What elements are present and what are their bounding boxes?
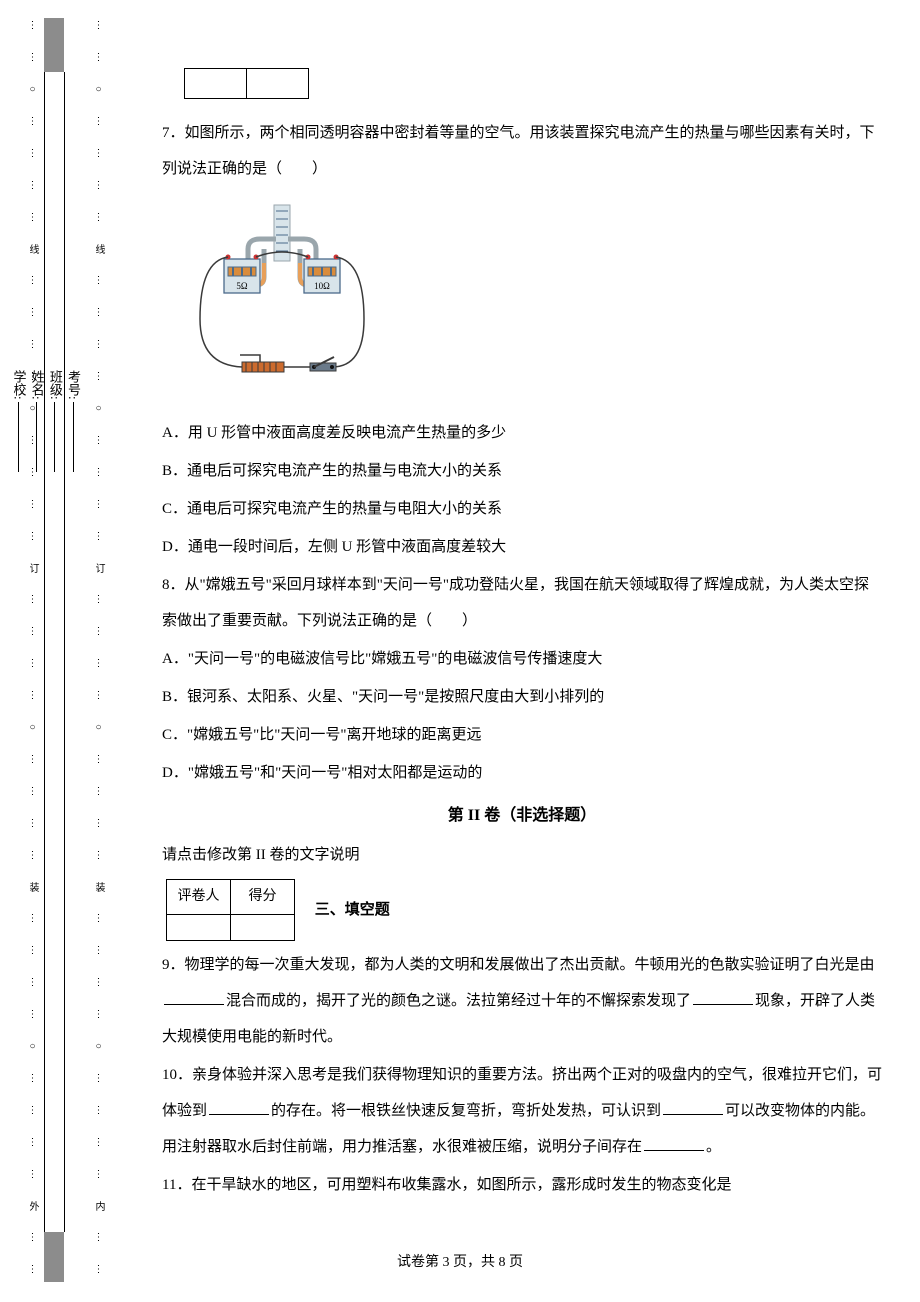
- binding-gutter: ⋮ ⋮ ○ ⋮ ⋮ ⋮ ⋮ 线 ⋮ ⋮ ⋮ ⋮ ○ ⋮ ⋮ ⋮ ⋮ 订 ⋮ ⋮ …: [0, 0, 115, 1302]
- score-table: 评卷人 得分: [166, 879, 295, 941]
- svg-text:10Ω: 10Ω: [314, 281, 330, 291]
- q7-option-b: B．通电后可探究电流产生的热量与电流大小的关系: [162, 453, 882, 489]
- class-label: 班级:: [48, 370, 63, 400]
- q10-text: 10．亲身体验并深入思考是我们获得物理知识的重要方法。挤出两个正对的吸盘内的空气…: [162, 1057, 882, 1165]
- section-2-title: 第 II 卷（非选择题）: [162, 797, 882, 835]
- q10-blank-3[interactable]: [644, 1136, 704, 1151]
- answer-box-q-prev: [184, 68, 309, 99]
- q11-stem: 11．在干旱缺水的地区，可用塑料布收集露水，如图所示，露形成时发生的物态变化是: [162, 1167, 882, 1203]
- q7-option-c: C．通电后可探究电流产生的热量与电阻大小的关系: [162, 491, 882, 527]
- q8-option-a: A．"天问一号"的电磁波信号比"嫦娥五号"的电磁波信号传播速度大: [162, 641, 882, 677]
- q10-part2: 的存在。将一根铁丝快速反复弯折，弯折处发热，可认识到: [271, 1103, 661, 1119]
- q7-stem: 7．如图所示，两个相同透明容器中密封着等量的空气。用该装置探究电流产生的热量与哪…: [162, 115, 882, 187]
- gutter-vline-right: [64, 72, 65, 1232]
- section-2-instruction: 请点击修改第 II 卷的文字说明: [162, 837, 882, 873]
- gutter-gray-top: [44, 18, 64, 72]
- exam-no-label: 考号:: [66, 370, 81, 400]
- fill-in-heading: 三、填空题: [315, 892, 390, 928]
- svg-text:5Ω: 5Ω: [236, 281, 248, 291]
- page-footer: 试卷第 3 页，共 8 页: [0, 1246, 920, 1280]
- fold-marks-inner: ⋮ ⋮ ○ ⋮ ⋮ ⋮ ⋮ 线 ⋮ ⋮ ⋮ ⋮ ○ ⋮ ⋮ ⋮ ⋮ 订 ⋮ ⋮ …: [93, 20, 107, 1280]
- q9-blank-1[interactable]: [164, 990, 224, 1005]
- q10-blank-2[interactable]: [663, 1100, 723, 1115]
- q8-option-b: B．银河系、太阳系、火星、"天问一号"是按照尺度由大到小排列的: [162, 679, 882, 715]
- q7-options: A．用 U 形管中液面高度差反映电流产生热量的多少 B．通电后可探究电流产生的热…: [162, 415, 882, 565]
- name-label: 姓名:: [30, 370, 45, 400]
- q8-stem: 8．从"嫦娥五号"采回月球样本到"天问一号"成功登陆火星，我国在航天领域取得了辉…: [162, 567, 882, 639]
- q9-part2: 混合而成的，揭开了光的颜色之谜。法拉第经过十年的不懈探索发现了: [226, 993, 691, 1009]
- school-label: 学校:: [11, 370, 26, 400]
- q7-option-a: A．用 U 形管中液面高度差反映电流产生热量的多少: [162, 415, 882, 451]
- q7-circuit-diagram: 5Ω 10Ω: [182, 199, 382, 389]
- fold-marks-outer: ⋮ ⋮ ○ ⋮ ⋮ ⋮ ⋮ 线 ⋮ ⋮ ⋮ ⋮ ○ ⋮ ⋮ ⋮ ⋮ 订 ⋮ ⋮ …: [27, 20, 41, 1280]
- q9-text: 9．物理学的每一次重大发现，都为人类的文明和发展做出了杰出贡献。牛顿用光的色散实…: [162, 947, 882, 1055]
- gutter-vline-left: [44, 72, 45, 1232]
- q10-blank-1[interactable]: [209, 1100, 269, 1115]
- student-info-fields: 考号: 班级: 姓名: 学校:: [68, 370, 82, 482]
- q7-option-d: D．通电一段时间后，左侧 U 形管中液面高度差较大: [162, 529, 882, 565]
- q8-option-c: C．"嫦娥五号"比"天问一号"离开地球的距离更远: [162, 717, 882, 753]
- q9-blank-2[interactable]: [693, 990, 753, 1005]
- q8-options: A．"天问一号"的电磁波信号比"嫦娥五号"的电磁波信号传播速度大 B．银河系、太…: [162, 641, 882, 791]
- q10-part4: 。: [706, 1139, 721, 1155]
- q8-option-d: D．"嫦娥五号"和"天问一号"相对太阳都是运动的: [162, 755, 882, 791]
- score-header: 得分: [231, 880, 295, 915]
- page-content: 7．如图所示，两个相同透明容器中密封着等量的空气。用该装置探究电流产生的热量与哪…: [162, 20, 882, 1205]
- q9-part1: 9．物理学的每一次重大发现，都为人类的文明和发展做出了杰出贡献。牛顿用光的色散实…: [162, 957, 875, 973]
- grader-header: 评卷人: [167, 880, 231, 915]
